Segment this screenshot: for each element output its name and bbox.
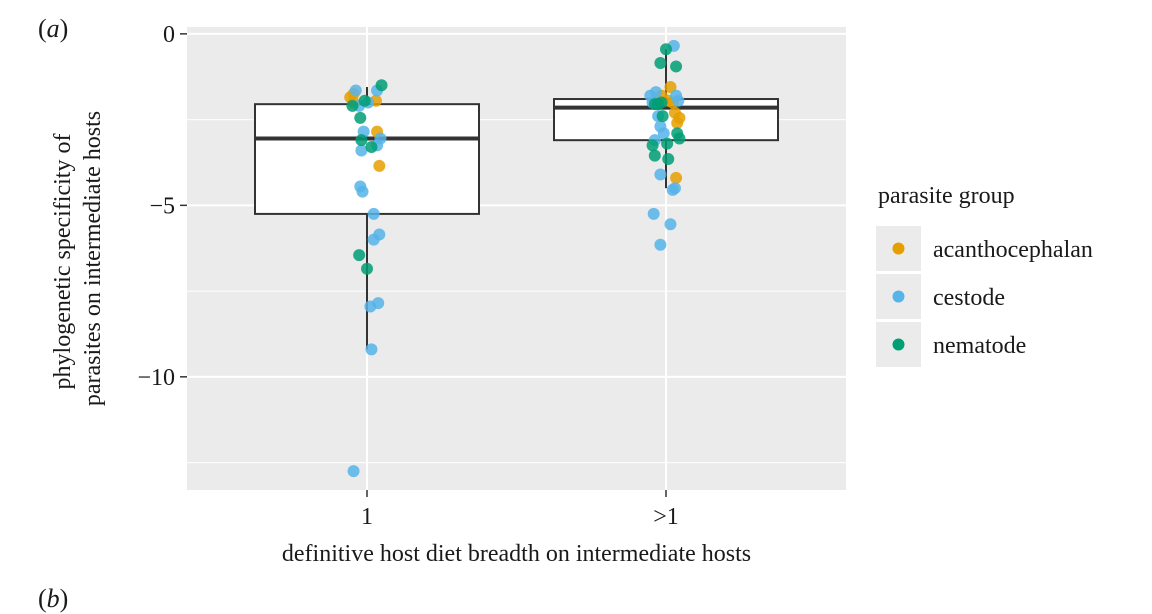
data-point-nematode <box>375 79 388 92</box>
data-point-cestode <box>373 228 386 241</box>
legend-label-cestode: cestode <box>933 285 1005 311</box>
x-tick-label: 1 <box>361 504 373 530</box>
data-point-nematode <box>355 134 368 147</box>
boxplot-chart: 0 −5 −10 1 >1 definitive host diet breadth o… <box>50 22 1093 567</box>
data-point-cestode <box>349 84 362 97</box>
data-point-nematode <box>361 262 373 275</box>
data-point-nematode <box>654 57 667 70</box>
data-point-nematode <box>673 132 686 145</box>
data-point-nematode <box>662 153 675 166</box>
y-tick-label: −10 <box>137 365 175 391</box>
data-point-acanthocephalan <box>670 171 683 184</box>
legend: parasite group acanthocephalan cestode nem… <box>876 183 1093 367</box>
data-point-cestode <box>664 218 677 231</box>
data-point-cestode <box>372 297 385 310</box>
data-point-cestode <box>654 238 667 251</box>
data-point-cestode <box>668 182 681 195</box>
data-point-nematode <box>656 110 669 123</box>
panel-label: (a) <box>38 14 69 43</box>
data-point-nematode <box>353 249 366 262</box>
data-point-nematode <box>346 99 359 112</box>
data-point-nematode <box>655 96 668 109</box>
y-tick-label: 0 <box>163 22 175 48</box>
data-point-cestode <box>355 144 368 157</box>
data-point-cestode <box>654 168 667 181</box>
data-point-cestode <box>374 132 387 145</box>
legend-swatch-nematode <box>892 338 905 351</box>
x-axis-title: definitive host diet breadth on intermed… <box>282 541 751 567</box>
data-point-acanthocephalan <box>664 81 677 94</box>
panel-label-letter: a <box>46 14 60 43</box>
data-point-nematode <box>670 60 683 73</box>
data-point-acanthocephalan <box>673 111 686 124</box>
data-point-nematode <box>358 94 371 107</box>
data-point-cestode <box>367 207 380 220</box>
legend-swatch-cestode <box>892 290 905 303</box>
legend-label-nematode: nematode <box>933 333 1026 359</box>
legend-label-acanthocephalan: acanthocephalan <box>933 237 1093 263</box>
data-point-nematode <box>661 137 674 150</box>
y-axis-title-line-2: parasites on intermediate hosts <box>80 111 106 406</box>
plot-panel <box>187 27 846 490</box>
data-point-cestode <box>647 207 660 220</box>
data-point-nematode <box>354 111 367 124</box>
data-point-cestode <box>356 185 369 198</box>
legend-swatch-acanthocephalan <box>892 242 905 255</box>
data-point-cestode <box>672 94 685 107</box>
data-point-cestode <box>649 86 662 99</box>
data-point-cestode <box>365 343 378 356</box>
data-point-nematode <box>646 139 659 152</box>
box-iqr <box>254 103 480 215</box>
data-point-nematode <box>365 141 378 154</box>
data-point-nematode <box>648 149 661 162</box>
y-axis-title: phylogenetic specificity of parasites on… <box>50 111 106 406</box>
data-point-cestode <box>657 127 670 140</box>
data-point-nematode <box>660 43 672 56</box>
points <box>344 39 686 478</box>
y-tick-label: −5 <box>149 193 175 219</box>
axes: 0 −5 −10 1 >1 <box>137 22 678 530</box>
data-point-cestode <box>347 465 360 478</box>
data-point-acanthocephalan <box>373 159 386 172</box>
x-tick-label: >1 <box>653 504 679 530</box>
y-axis-title-line-1: phylogenetic specificity of <box>50 134 76 390</box>
legend-title: parasite group <box>878 183 1015 209</box>
